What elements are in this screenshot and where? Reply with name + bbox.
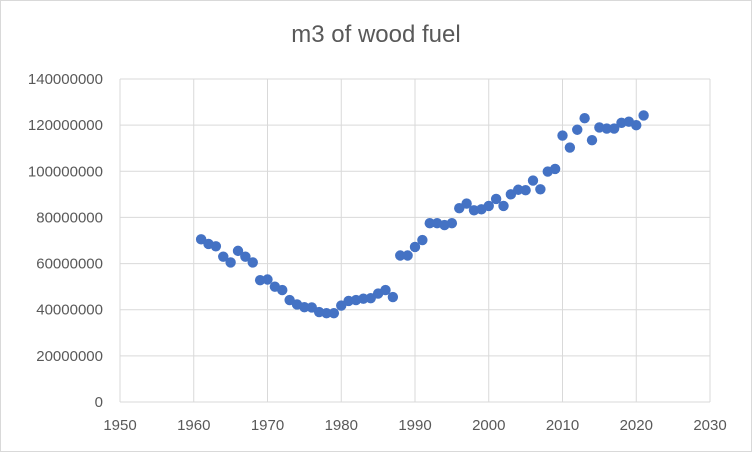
x-tick-label: 1960	[177, 417, 210, 434]
data-point	[608, 123, 620, 134]
data-point	[527, 175, 539, 186]
data-point	[232, 245, 244, 257]
gridlines	[119, 78, 711, 403]
data-point	[572, 124, 583, 135]
x-tick-label: 1990	[398, 417, 431, 434]
data-point	[483, 200, 494, 212]
data-point	[395, 250, 406, 261]
data-points	[195, 110, 649, 319]
data-point	[247, 257, 258, 268]
data-point	[262, 274, 273, 285]
data-point	[402, 250, 413, 261]
data-point	[240, 251, 251, 262]
data-point	[564, 142, 576, 153]
data-point	[513, 184, 524, 195]
data-point	[638, 110, 649, 121]
data-point	[380, 284, 391, 296]
x-axis-tick-labels: 1950 1960 1970 1980 1990 2000 2010 2020 2030	[103, 417, 726, 434]
data-point	[321, 307, 332, 319]
data-point	[498, 200, 509, 212]
data-point	[358, 293, 369, 304]
data-point	[218, 251, 229, 262]
data-point	[549, 163, 561, 175]
y-tick-label: 0	[95, 394, 103, 411]
x-tick-label: 1970	[251, 417, 284, 434]
data-point	[225, 257, 236, 268]
data-point	[557, 130, 568, 141]
data-point	[424, 217, 435, 229]
y-axis-tick-labels: 0 20000000 40000000 60000000 80000000 1000000…	[28, 71, 103, 411]
y-tick-label: 100000000	[28, 163, 103, 180]
data-point	[210, 241, 222, 252]
x-tick-label: 1980	[325, 417, 358, 434]
data-point	[328, 307, 340, 319]
chart-title: m3 of wood fuel	[291, 21, 461, 48]
x-tick-label: 2000	[472, 417, 505, 434]
data-point	[277, 284, 288, 296]
data-point	[409, 241, 421, 253]
data-point	[387, 291, 399, 303]
data-point	[446, 217, 458, 229]
y-tick-label: 140000000	[28, 71, 103, 88]
data-point	[299, 301, 310, 313]
data-point	[520, 185, 531, 196]
data-point	[586, 134, 598, 146]
data-point	[579, 113, 590, 124]
x-tick-label: 2020	[620, 417, 653, 434]
data-point	[535, 184, 546, 195]
y-tick-label: 120000000	[28, 117, 103, 134]
data-point	[490, 193, 502, 205]
y-tick-label: 40000000	[36, 302, 103, 319]
y-tick-label: 60000000	[36, 256, 103, 273]
data-point	[417, 234, 428, 246]
x-tick-label: 2030	[693, 417, 726, 434]
x-tick-label: 1950	[103, 417, 136, 434]
y-tick-label: 20000000	[36, 348, 103, 365]
data-point	[461, 198, 472, 209]
x-tick-label: 2010	[546, 417, 579, 434]
data-point	[631, 119, 642, 131]
data-point	[601, 123, 612, 134]
y-tick-label: 80000000	[36, 209, 103, 226]
